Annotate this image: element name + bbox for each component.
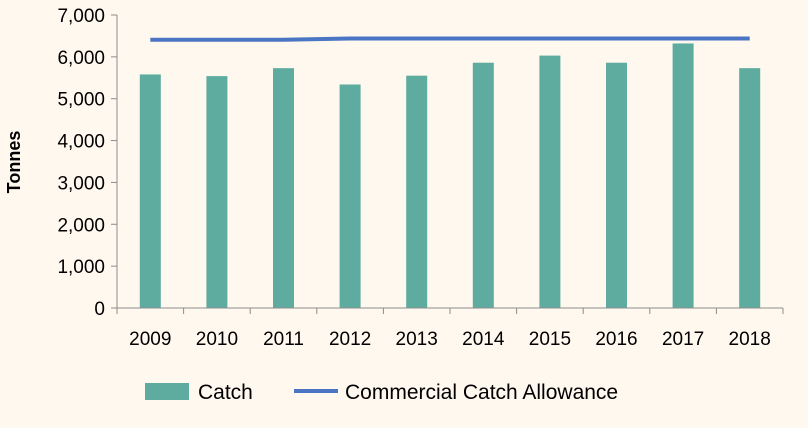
bar-catch-2017 [672, 43, 694, 308]
y-tick-label: 5,000 [57, 90, 105, 111]
bar-catch-2018 [739, 68, 761, 308]
y-tick-label: 3,000 [57, 173, 105, 194]
x-tick-label: 2009 [129, 329, 171, 350]
legend-label-allowance: Commercial Catch Allowance [345, 381, 618, 404]
x-tick-label: 2018 [729, 329, 771, 350]
y-tick-label: 6,000 [57, 48, 105, 69]
y-tick-label: 1,000 [57, 257, 105, 278]
bar-catch-2014 [472, 62, 494, 308]
bar-catch-2015 [539, 55, 561, 309]
y-tick-label: 0 [94, 299, 105, 320]
plot-area [117, 15, 783, 308]
x-tick-label: 2011 [263, 329, 304, 350]
x-tick-label: 2014 [462, 329, 505, 350]
x-tick-label: 2012 [329, 329, 371, 350]
y-tick-label: 4,000 [57, 132, 105, 153]
bar-catch-2012 [339, 84, 361, 309]
x-tick-label: 2010 [196, 329, 238, 350]
y-tick-label: 2,000 [57, 215, 105, 236]
line-commercial-catch-allowance [150, 36, 750, 42]
legend: Catch Commercial Catch Allowance [145, 381, 618, 404]
bar-catch-2010 [206, 76, 228, 309]
bar-catch-2011 [273, 68, 294, 308]
bar-catch-2016 [606, 62, 627, 308]
y-axis-label: Tonnes [4, 131, 24, 194]
bar-catch-2013 [406, 75, 428, 308]
legend-label-catch: Catch [198, 381, 253, 404]
x-tick-label: 2015 [529, 329, 571, 350]
bar-catch-2009 [139, 74, 161, 309]
x-tick-label: 2017 [662, 329, 704, 350]
legend-swatch-catch [145, 383, 189, 400]
x-tick-label: 2016 [595, 329, 637, 350]
y-tick-label: 7,000 [57, 6, 105, 27]
x-tick-label: 2013 [396, 329, 438, 350]
